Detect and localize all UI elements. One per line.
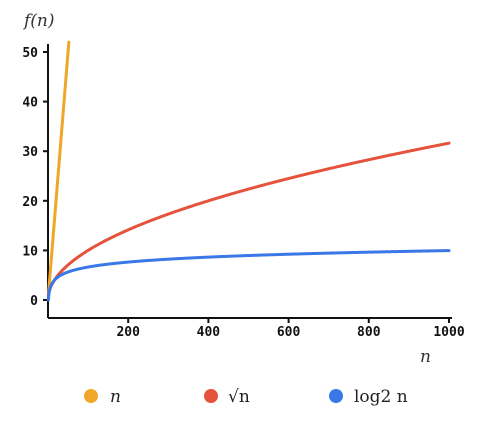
series-line-sqrt xyxy=(46,141,451,297)
x-axis-label: n xyxy=(420,347,431,367)
y-tick-label: 20 xyxy=(22,195,38,210)
series-line-log2 xyxy=(46,249,451,302)
curves-group xyxy=(46,40,451,302)
y-tick-label: 10 xyxy=(22,244,38,259)
legend-item-log2: log2 n xyxy=(329,387,408,407)
x-tick-label: 800 xyxy=(357,325,381,340)
legend-item-n: n xyxy=(84,387,121,407)
x-tick-label: 600 xyxy=(277,325,301,340)
series-line-n xyxy=(46,40,71,297)
y-tick-label: 40 xyxy=(22,96,38,111)
legend-swatch-n xyxy=(84,389,98,403)
ticks-group: 200 400 600 800 1000 0 10 20 30 40 50 xyxy=(22,46,464,340)
y-tick-label: 30 xyxy=(22,145,38,160)
y-tick-label: 50 xyxy=(22,46,38,61)
x-tick-label: 1000 xyxy=(433,325,464,340)
legend-label-n: n xyxy=(110,387,121,407)
y-axis-label: f(n) xyxy=(22,11,55,31)
x-tick-label: 400 xyxy=(197,325,221,340)
legend-label-sqrt: √n xyxy=(228,387,250,407)
legend-swatch-log2 xyxy=(329,389,343,403)
legend: n √n log2 n xyxy=(84,387,408,407)
legend-label-log2: log2 n xyxy=(354,387,408,407)
y-tick-label: 0 xyxy=(30,294,38,309)
legend-item-sqrt: √n xyxy=(204,387,250,407)
x-tick-label: 200 xyxy=(116,325,140,340)
legend-swatch-sqrt xyxy=(204,389,218,403)
